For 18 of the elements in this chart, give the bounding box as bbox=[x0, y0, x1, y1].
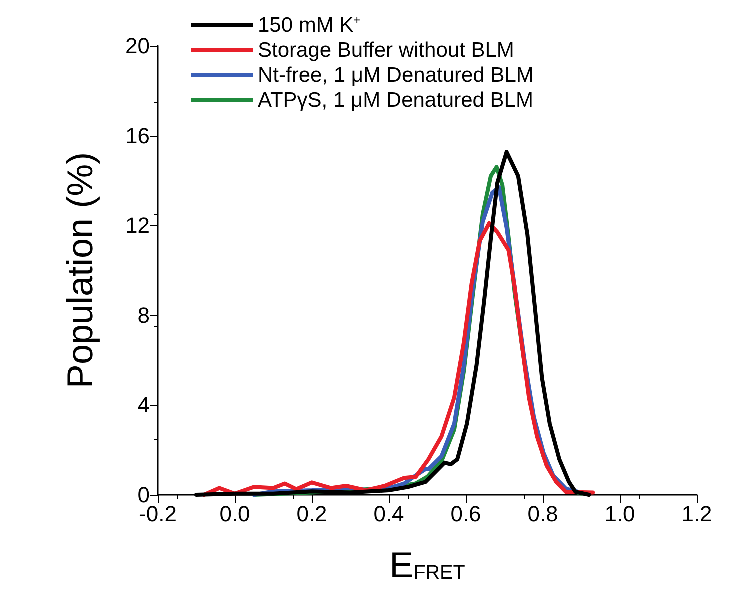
x-tick-label: 1.2 bbox=[682, 502, 712, 526]
y-tick-label: 20 bbox=[126, 34, 150, 58]
legend-label: Nt-free, 1 μM Denatured BLM bbox=[258, 64, 534, 87]
y-tick-label: 16 bbox=[126, 123, 150, 148]
legend-label: Storage Buffer without BLM bbox=[258, 39, 514, 62]
y-tick-label: 12 bbox=[126, 213, 150, 238]
x-tick-label: 1.0 bbox=[604, 502, 636, 526]
y-tick-label: 4 bbox=[138, 392, 150, 418]
x-tick-label: 0.6 bbox=[450, 502, 482, 526]
legend-label: ATPγS, 1 μM Denatured BLM bbox=[258, 89, 534, 112]
legend-label: 150 mM K+ bbox=[258, 14, 361, 37]
y-axis-title: Population (%) bbox=[60, 152, 100, 389]
x-tick-label: 0.2 bbox=[296, 502, 328, 526]
y-tick-label: 8 bbox=[138, 302, 150, 328]
x-tick-label: 0.8 bbox=[528, 502, 558, 526]
x-tick-label: 0.4 bbox=[374, 502, 404, 526]
x-tick-label: 0.0 bbox=[220, 502, 250, 526]
x-axis-title: EFRET bbox=[390, 544, 466, 586]
